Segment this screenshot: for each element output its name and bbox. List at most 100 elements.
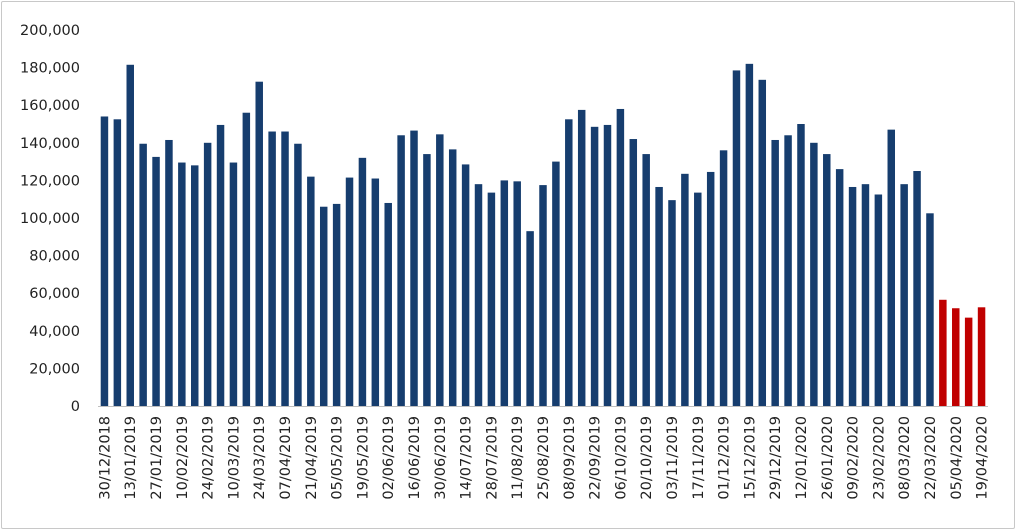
bar xyxy=(926,213,934,406)
bar xyxy=(113,119,122,407)
bar xyxy=(526,231,534,406)
x-tick-label: 23/02/2020 xyxy=(871,416,887,500)
bar xyxy=(861,184,870,406)
bar xyxy=(900,184,908,406)
bar xyxy=(384,202,392,406)
bar xyxy=(629,139,638,407)
bar xyxy=(294,143,302,407)
bar xyxy=(500,180,509,406)
bar xyxy=(706,171,715,406)
y-tick-label: 140,000 xyxy=(20,136,80,152)
bar xyxy=(281,131,289,406)
x-tick-label: 05/05/2019 xyxy=(330,416,346,500)
x-tick-label: 25/08/2019 xyxy=(536,416,552,500)
x-tick-label: 24/02/2019 xyxy=(201,416,217,500)
x-tick-label: 22/03/2020 xyxy=(923,416,939,500)
bar xyxy=(952,308,960,406)
bar xyxy=(784,135,792,406)
bar xyxy=(797,124,805,406)
bar xyxy=(681,173,689,406)
bar xyxy=(513,181,521,406)
bar xyxy=(745,63,754,407)
y-tick-label: 40,000 xyxy=(29,324,80,340)
bar xyxy=(474,184,483,406)
bar xyxy=(487,192,496,406)
bar xyxy=(423,154,431,406)
x-tick-label: 28/07/2019 xyxy=(484,416,500,500)
x-tick-label: 10/02/2019 xyxy=(175,416,191,500)
bar xyxy=(307,176,315,406)
bar xyxy=(165,139,173,407)
x-tick-label: 24/03/2019 xyxy=(252,416,268,500)
bar xyxy=(371,178,380,406)
bar xyxy=(616,108,625,407)
bar xyxy=(694,192,702,406)
bar xyxy=(771,139,779,407)
y-tick-label: 20,000 xyxy=(29,361,80,377)
bar xyxy=(732,70,741,407)
y-tick-label: 160,000 xyxy=(20,98,80,114)
bar xyxy=(848,186,857,406)
x-tick-label: 16/06/2019 xyxy=(407,416,423,500)
bar xyxy=(913,171,921,406)
y-tick-label: 180,000 xyxy=(20,61,80,77)
bar xyxy=(126,64,134,406)
x-tick-label: 30/12/2018 xyxy=(97,416,113,500)
bar xyxy=(874,194,883,406)
y-tick-label: 120,000 xyxy=(20,173,80,189)
bar xyxy=(964,317,973,406)
x-tick-label: 13/01/2019 xyxy=(123,416,139,500)
x-tick-label: 05/04/2020 xyxy=(949,416,965,500)
bar xyxy=(448,149,457,406)
y-tick-label: 80,000 xyxy=(29,249,80,265)
bar xyxy=(139,143,147,407)
x-tick-label: 27/01/2019 xyxy=(149,416,165,500)
x-tick-label: 20/10/2019 xyxy=(639,416,655,500)
bar xyxy=(178,162,186,406)
bar xyxy=(242,112,251,406)
bar xyxy=(332,203,341,406)
bar xyxy=(977,307,986,406)
x-tick-label: 06/10/2019 xyxy=(613,416,629,500)
x-tick-label: 09/02/2020 xyxy=(846,416,862,500)
bar xyxy=(203,142,212,407)
bar xyxy=(100,116,109,406)
bar xyxy=(216,124,225,406)
x-tick-label: 17/11/2019 xyxy=(691,416,707,500)
y-tick-label: 60,000 xyxy=(29,286,80,302)
bar xyxy=(319,206,328,406)
x-axis-labels: 30/12/2018 13/01/2019 27/01/2019 10/02/2019… xyxy=(97,416,990,500)
bar xyxy=(436,134,444,406)
y-tick-label: 200,000 xyxy=(20,23,80,39)
y-tick-label: 100,000 xyxy=(20,211,80,227)
bar xyxy=(719,150,728,406)
bar xyxy=(655,186,663,406)
bar xyxy=(397,135,405,406)
x-tick-label: 30/06/2019 xyxy=(433,416,449,500)
x-tick-label: 01/12/2019 xyxy=(717,416,733,500)
bars xyxy=(100,63,986,407)
bar xyxy=(461,164,470,406)
x-tick-label: 08/09/2019 xyxy=(562,416,578,500)
bar xyxy=(552,161,560,406)
y-axis-labels: 0 20,000 40,000 60,000 80,000 100,000 120,000 1… xyxy=(20,23,80,415)
x-tick-label: 11/08/2019 xyxy=(510,416,526,500)
bar xyxy=(152,156,160,406)
x-tick-label: 15/12/2019 xyxy=(742,416,758,500)
bar xyxy=(539,185,547,406)
x-tick-label: 14/07/2019 xyxy=(459,416,475,500)
bar xyxy=(887,129,896,406)
x-tick-label: 10/03/2019 xyxy=(226,416,242,500)
x-tick-label: 29/12/2019 xyxy=(768,416,784,500)
x-tick-label: 19/04/2020 xyxy=(975,416,991,500)
bar xyxy=(642,154,650,406)
bar xyxy=(823,154,831,406)
bar xyxy=(410,130,418,406)
x-tick-label: 12/01/2020 xyxy=(794,416,810,500)
bar xyxy=(190,165,199,406)
x-tick-label: 03/11/2019 xyxy=(665,416,681,500)
bar xyxy=(603,124,612,406)
bar xyxy=(268,131,276,406)
bar xyxy=(590,126,599,406)
